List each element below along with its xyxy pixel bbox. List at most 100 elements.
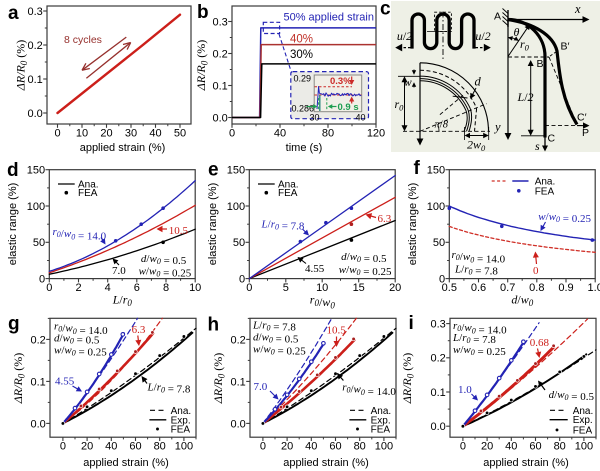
svg-text:d/w0 = 0.5: d/w0 = 0.5 — [253, 332, 299, 346]
svg-text:100: 100 — [375, 441, 393, 453]
svg-text:60: 60 — [329, 441, 341, 453]
svg-text:0: 0 — [439, 274, 445, 286]
svg-text:time (s): time (s) — [286, 142, 323, 154]
svg-text:w/w0 = 0.25: w/w0 = 0.25 — [339, 264, 392, 278]
svg-text:0: 0 — [460, 441, 466, 453]
svg-text:e: e — [208, 160, 219, 181]
svg-text:0.2: 0.2 — [231, 334, 246, 346]
svg-text:g: g — [8, 314, 20, 335]
svg-text:20: 20 — [389, 282, 401, 294]
svg-text:2: 2 — [75, 282, 81, 294]
svg-text:d/w0 = 0.5: d/w0 = 0.5 — [549, 389, 595, 403]
svg-text:c: c — [380, 0, 391, 20]
svg-text:40: 40 — [305, 441, 317, 453]
svg-text:8 cycles: 8 cycles — [64, 34, 102, 46]
svg-text:s: s — [535, 139, 540, 153]
svg-text:0.2: 0.2 — [213, 48, 228, 60]
svg-text:h: h — [208, 315, 220, 336]
svg-text:y: y — [493, 120, 501, 134]
svg-text:50: 50 — [433, 237, 445, 249]
svg-text:0.3: 0.3 — [213, 16, 228, 28]
svg-text:50: 50 — [33, 237, 45, 249]
svg-text:0.2: 0.2 — [28, 40, 43, 52]
svg-text:w/w0 = 0.25: w/w0 = 0.25 — [54, 345, 107, 359]
svg-text:applied strain (%): applied strain (%) — [283, 457, 369, 469]
svg-text:10: 10 — [76, 128, 88, 140]
svg-text:0.0: 0.0 — [231, 418, 246, 430]
svg-text:50: 50 — [233, 237, 245, 249]
svg-text:0.29: 0.29 — [294, 74, 312, 84]
svg-text:θ: θ — [514, 25, 520, 39]
svg-text:w/w0 = 0.25: w/w0 = 0.25 — [253, 344, 306, 358]
svg-text:0: 0 — [239, 274, 245, 286]
svg-text:FEA: FEA — [573, 425, 593, 436]
svg-text:6.3: 6.3 — [132, 324, 146, 336]
svg-text:40: 40 — [105, 441, 117, 453]
svg-text:30: 30 — [125, 128, 137, 140]
svg-text:15: 15 — [353, 282, 365, 294]
svg-text:50: 50 — [174, 128, 186, 140]
svg-text:10: 10 — [316, 282, 328, 294]
svg-text:L/r0: L/r0 — [112, 293, 133, 309]
svg-text:50% applied strain: 50% applied strain — [283, 12, 374, 24]
svg-text:d/w0 = 0.5: d/w0 = 0.5 — [54, 333, 100, 347]
svg-text:ΔR/R0 (%): ΔR/R0 (%) — [400, 353, 416, 405]
svg-text:Ana.: Ana. — [535, 177, 556, 188]
svg-text:0: 0 — [229, 128, 235, 140]
svg-text:100: 100 — [427, 201, 445, 213]
svg-text:1.0: 1.0 — [458, 384, 472, 396]
svg-text:0: 0 — [533, 265, 539, 277]
svg-text:60: 60 — [129, 441, 141, 453]
svg-text:FEA: FEA — [278, 188, 298, 199]
svg-text:30: 30 — [309, 113, 319, 123]
svg-text:d/w0 = 0.5: d/w0 = 0.5 — [141, 253, 187, 267]
svg-text:A: A — [494, 11, 501, 23]
svg-text:100: 100 — [175, 441, 193, 453]
svg-text:Ana.: Ana. — [171, 406, 192, 417]
svg-text:0.0: 0.0 — [213, 112, 228, 124]
svg-text:150: 150 — [227, 165, 245, 177]
svg-text:FEA: FEA — [371, 425, 391, 436]
svg-text:0.8: 0.8 — [529, 282, 544, 294]
svg-text:B′: B′ — [561, 41, 570, 53]
svg-text:r0/w0 = 14.0: r0/w0 = 14.0 — [53, 226, 107, 242]
svg-text:elastic range (%): elastic range (%) — [7, 183, 19, 266]
svg-text:0.2: 0.2 — [431, 353, 446, 365]
svg-text:π/8: π/8 — [435, 120, 449, 131]
svg-text:d: d — [7, 160, 19, 181]
svg-text:0.9: 0.9 — [558, 282, 573, 294]
svg-text:80: 80 — [322, 128, 334, 140]
svg-text:0: 0 — [260, 441, 266, 453]
svg-text:0.1: 0.1 — [28, 74, 43, 86]
svg-text:L/r0 = 7.8: L/r0 = 7.8 — [252, 320, 296, 334]
svg-text:d: d — [475, 75, 482, 89]
svg-text:r0/w0 = 14.0: r0/w0 = 14.0 — [342, 382, 396, 398]
svg-text:L/r0 = 7.8: L/r0 = 7.8 — [261, 219, 305, 233]
svg-text:80: 80 — [554, 441, 566, 453]
svg-text:5: 5 — [283, 282, 289, 294]
svg-text:10: 10 — [189, 282, 201, 294]
svg-text:L/2: L/2 — [517, 90, 534, 104]
svg-text:u/2: u/2 — [475, 29, 490, 43]
svg-text:10.5: 10.5 — [327, 325, 347, 337]
svg-text:0.2: 0.2 — [31, 334, 46, 346]
svg-text:Exp.: Exp. — [573, 415, 593, 426]
svg-text:0.3: 0.3 — [28, 6, 43, 18]
svg-text:r0/w0 = 14.0: r0/w0 = 14.0 — [54, 321, 108, 337]
svg-text:150: 150 — [427, 165, 445, 177]
svg-text:0.1: 0.1 — [231, 376, 246, 388]
svg-text:4.55: 4.55 — [305, 263, 325, 275]
svg-text:0.1: 0.1 — [431, 387, 446, 399]
svg-text:0.6: 0.6 — [471, 282, 486, 294]
svg-text:d/w0 = 0.5: d/w0 = 0.5 — [341, 251, 387, 265]
svg-text:150: 150 — [27, 165, 45, 177]
svg-text:Ana.: Ana. — [78, 180, 99, 191]
svg-text:40: 40 — [505, 441, 517, 453]
svg-text:0: 0 — [54, 128, 60, 140]
svg-text:f: f — [414, 158, 421, 179]
svg-text:w: w — [404, 77, 412, 89]
svg-text:40: 40 — [355, 113, 365, 123]
svg-text:0: 0 — [46, 282, 52, 294]
svg-text:0: 0 — [60, 441, 66, 453]
svg-text:20: 20 — [481, 441, 493, 453]
